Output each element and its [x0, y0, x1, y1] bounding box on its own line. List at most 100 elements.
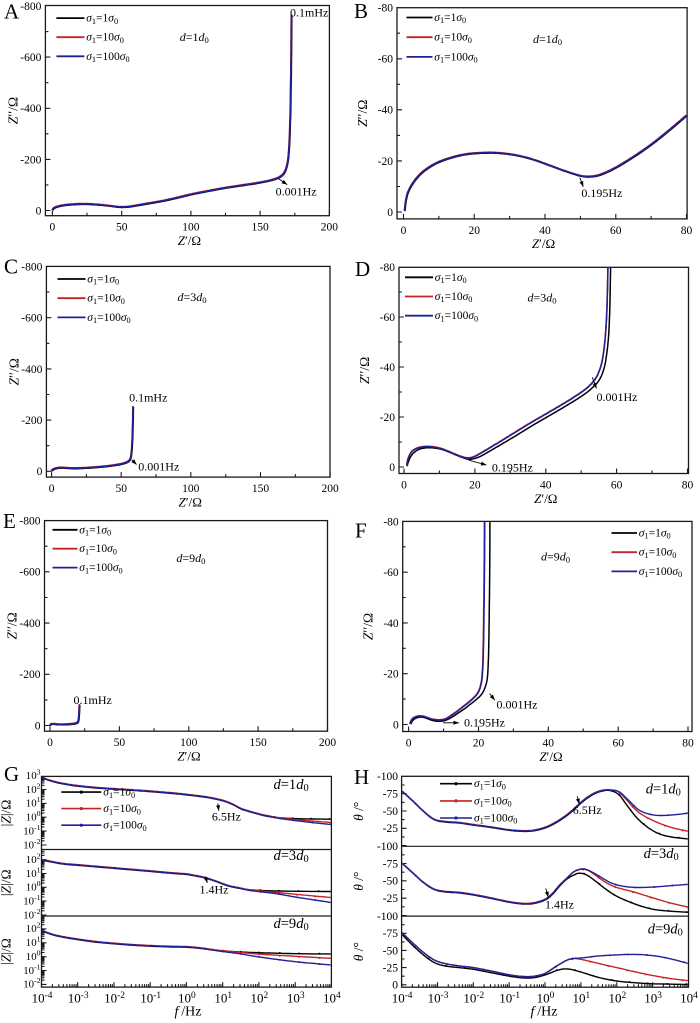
svg-text:-25: -25	[383, 823, 399, 835]
svg-text:|Z|/Ω: |Z|/Ω	[0, 869, 14, 896]
svg-text:-50: -50	[383, 945, 399, 957]
svg-text:d=1d0: d=1d0	[180, 30, 209, 45]
svg-text:20: 20	[468, 225, 480, 237]
svg-text:θ /°: θ /°	[351, 802, 366, 821]
svg-text:σ1=100σ0: σ1=100σ0	[103, 820, 146, 833]
svg-text:0: 0	[406, 738, 412, 750]
svg-text:Z′/Ω: Z′/Ω	[179, 494, 202, 509]
svg-text:σ1=100σ0: σ1=100σ0	[474, 813, 517, 826]
svg-text:σ1=100σ0: σ1=100σ0	[434, 51, 477, 64]
svg-text:D: D	[355, 257, 370, 281]
svg-text:Z′′/Ω: Z′′/Ω	[357, 357, 372, 384]
svg-text:-400: -400	[21, 364, 42, 376]
svg-text:0.1mHz: 0.1mHz	[74, 693, 112, 707]
svg-text:60: 60	[612, 738, 624, 750]
svg-text:σ1=10σ0: σ1=10σ0	[639, 547, 677, 560]
svg-text:0.195Hz: 0.195Hz	[492, 460, 533, 474]
svg-text:-200: -200	[21, 415, 42, 427]
svg-text:100: 100	[180, 737, 198, 749]
svg-text:0: 0	[36, 205, 42, 217]
svg-text:-60: -60	[378, 54, 394, 66]
svg-text:0: 0	[387, 207, 393, 219]
svg-text:-800: -800	[21, 261, 42, 273]
svg-text:-75: -75	[383, 858, 399, 870]
svg-text:σ1=1σ0: σ1=1σ0	[87, 274, 119, 287]
svg-text:-50: -50	[383, 806, 399, 818]
svg-text:0.195Hz: 0.195Hz	[464, 716, 505, 730]
svg-text:-60: -60	[383, 567, 399, 579]
svg-text:-100: -100	[377, 911, 398, 923]
svg-text:6.5Hz: 6.5Hz	[573, 803, 602, 817]
svg-text:Z′′/Ω: Z′′/Ω	[5, 612, 20, 639]
svg-text:-20: -20	[378, 156, 394, 168]
svg-text:40: 40	[543, 738, 555, 750]
svg-text:0: 0	[50, 222, 56, 234]
svg-text:d=3d0: d=3d0	[274, 848, 309, 865]
svg-text:d=1d0: d=1d0	[533, 32, 562, 47]
svg-text:-400: -400	[20, 103, 41, 115]
svg-text:H: H	[354, 765, 369, 789]
svg-text:σ1=1σ0: σ1=1σ0	[474, 778, 506, 791]
svg-text:Z′/Ω: Z′/Ω	[532, 236, 555, 251]
svg-text:σ1=1σ0: σ1=1σ0	[435, 272, 467, 285]
svg-text:G: G	[4, 762, 19, 786]
svg-text:0: 0	[401, 480, 407, 492]
svg-text:-20: -20	[383, 669, 399, 681]
svg-text:σ1=10σ0: σ1=10σ0	[435, 291, 473, 304]
svg-text:Z′′/Ω: Z′′/Ω	[355, 100, 370, 127]
svg-text:80: 80	[682, 738, 694, 750]
svg-text:0.1mHz: 0.1mHz	[129, 391, 167, 405]
svg-text:0: 0	[401, 225, 407, 237]
svg-text:0.195Hz: 0.195Hz	[581, 186, 622, 200]
svg-text:40: 40	[539, 225, 551, 237]
svg-text:50: 50	[115, 483, 127, 495]
svg-text:Z′/Ω: Z′/Ω	[178, 233, 201, 248]
svg-text:50: 50	[116, 222, 128, 234]
svg-text:f /Hz: f /Hz	[531, 1005, 558, 1020]
svg-text:-100: -100	[377, 771, 398, 783]
svg-text:-800: -800	[19, 516, 40, 528]
svg-text:0.001Hz: 0.001Hz	[497, 698, 538, 712]
svg-text:|Z|/Ω: |Z|/Ω	[0, 800, 14, 827]
svg-text:-75: -75	[383, 789, 399, 801]
svg-text:100: 100	[182, 483, 200, 495]
svg-text:0.1mHz: 0.1mHz	[290, 6, 328, 20]
svg-text:B: B	[354, 0, 368, 23]
svg-text:200: 200	[321, 483, 339, 495]
svg-text:θ /°: θ /°	[351, 942, 366, 961]
svg-text:-50: -50	[383, 876, 399, 888]
svg-text:d=9d0: d=9d0	[541, 550, 570, 565]
svg-text:σ1=1σ0: σ1=1σ0	[639, 528, 671, 541]
svg-text:1.4Hz: 1.4Hz	[200, 882, 229, 896]
svg-text:d=1d0: d=1d0	[646, 782, 681, 799]
svg-text:0: 0	[47, 737, 53, 749]
svg-text:0: 0	[389, 462, 395, 474]
svg-text:-60: -60	[380, 312, 396, 324]
svg-text:σ1=1σ0: σ1=1σ0	[86, 13, 118, 26]
svg-text:-100: -100	[377, 841, 398, 853]
svg-text:Z′′/Ω: Z′′/Ω	[361, 613, 376, 640]
svg-text:F: F	[355, 519, 367, 543]
svg-text:θ /°: θ /°	[351, 872, 366, 891]
svg-text:200: 200	[321, 222, 339, 234]
svg-text:f /Hz: f /Hz	[175, 1005, 202, 1020]
svg-text:0.001Hz: 0.001Hz	[597, 390, 638, 404]
svg-text:σ1=1σ0: σ1=1σ0	[434, 12, 466, 25]
svg-text:A: A	[4, 0, 20, 24]
svg-text:d=9d0: d=9d0	[648, 922, 683, 939]
svg-text:-40: -40	[378, 105, 394, 117]
svg-text:Z′/Ω: Z′/Ω	[534, 491, 557, 506]
svg-text:150: 150	[249, 737, 267, 749]
svg-text:σ1=10σ0: σ1=10σ0	[86, 32, 124, 45]
svg-text:C: C	[4, 254, 18, 278]
svg-text:150: 150	[252, 483, 270, 495]
svg-text:200: 200	[319, 737, 337, 749]
svg-text:σ1=100σ0: σ1=100σ0	[639, 566, 682, 579]
svg-text:-80: -80	[380, 262, 396, 274]
svg-text:20: 20	[473, 738, 485, 750]
svg-text:σ1=100σ0: σ1=100σ0	[86, 51, 129, 64]
svg-text:60: 60	[610, 225, 622, 237]
svg-text:0: 0	[37, 466, 43, 478]
svg-text:d=3d0: d=3d0	[528, 291, 557, 306]
svg-text:0: 0	[49, 483, 55, 495]
